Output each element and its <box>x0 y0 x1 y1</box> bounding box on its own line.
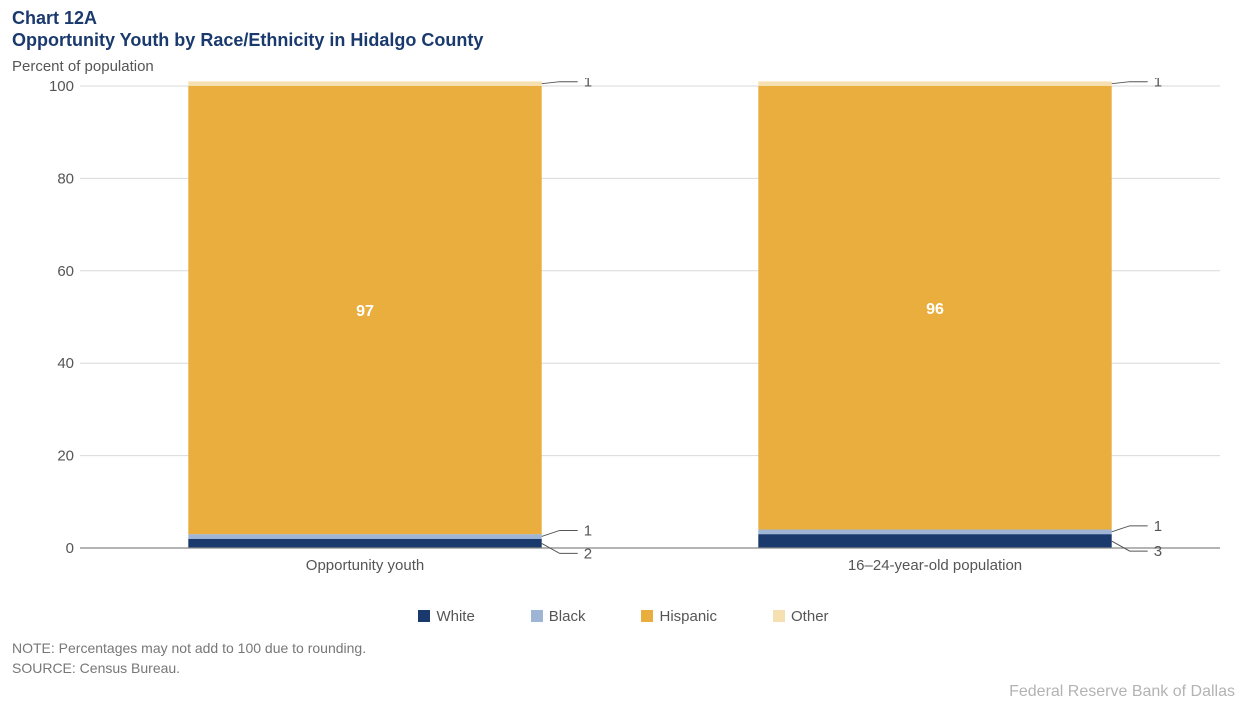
y-tick-label: 80 <box>57 170 74 187</box>
callout-leader <box>1112 541 1148 551</box>
bar-value-label: 96 <box>926 301 944 318</box>
callout-label: 2 <box>584 545 592 562</box>
bar-segment <box>758 81 1111 86</box>
y-tick-label: 0 <box>66 540 74 557</box>
x-category-label: Opportunity youth <box>306 557 424 574</box>
bar-segment <box>188 534 541 539</box>
callout-label: 3 <box>1154 543 1162 560</box>
legend-swatch <box>531 610 543 622</box>
y-axis-title: Percent of population <box>12 58 154 75</box>
legend-item: White <box>418 608 474 625</box>
callout-leader <box>542 530 578 536</box>
legend-label: White <box>436 608 474 625</box>
callout-label: 1 <box>584 522 592 539</box>
chart-source: SOURCE: Census Bureau. <box>12 660 180 676</box>
x-category-label: 16–24-year-old population <box>848 557 1022 574</box>
bar-segment <box>188 81 541 86</box>
callout-leader <box>1112 82 1148 84</box>
callout-leader <box>542 82 578 84</box>
legend-label: Hispanic <box>659 608 717 625</box>
chart-note: NOTE: Percentages may not add to 100 due… <box>12 640 366 656</box>
chart-plot: 0 20 40 60 80 100 Opportunity youth 16–24-year-… <box>50 78 1230 578</box>
y-tick-label: 100 <box>50 78 74 95</box>
chart-title: Opportunity Youth by Race/Ethnicity in H… <box>12 30 483 51</box>
attribution: Federal Reserve Bank of Dallas <box>1009 683 1235 701</box>
legend-item: Black <box>531 608 586 625</box>
bar-segment <box>758 530 1111 535</box>
y-tick-label: 40 <box>57 355 74 372</box>
legend-swatch <box>773 610 785 622</box>
chart-number: Chart 12A <box>12 8 97 29</box>
legend-item: Hispanic <box>641 608 717 625</box>
y-tick-label: 20 <box>57 448 74 465</box>
legend-swatch <box>641 610 653 622</box>
legend-item: Other <box>773 608 829 625</box>
legend-swatch <box>418 610 430 622</box>
bar-segment <box>758 534 1111 548</box>
chart-legend: White Black Hispanic Other <box>0 608 1247 625</box>
y-tick-label: 60 <box>57 263 74 280</box>
callout-label: 1 <box>1154 78 1162 91</box>
callout-label: 1 <box>584 78 592 91</box>
callout-label: 1 <box>1154 518 1162 535</box>
bar-segment <box>188 539 541 548</box>
legend-label: Other <box>791 608 829 625</box>
bar-value-label: 97 <box>356 303 374 320</box>
callout-leader <box>1112 526 1148 532</box>
legend-label: Black <box>549 608 586 625</box>
